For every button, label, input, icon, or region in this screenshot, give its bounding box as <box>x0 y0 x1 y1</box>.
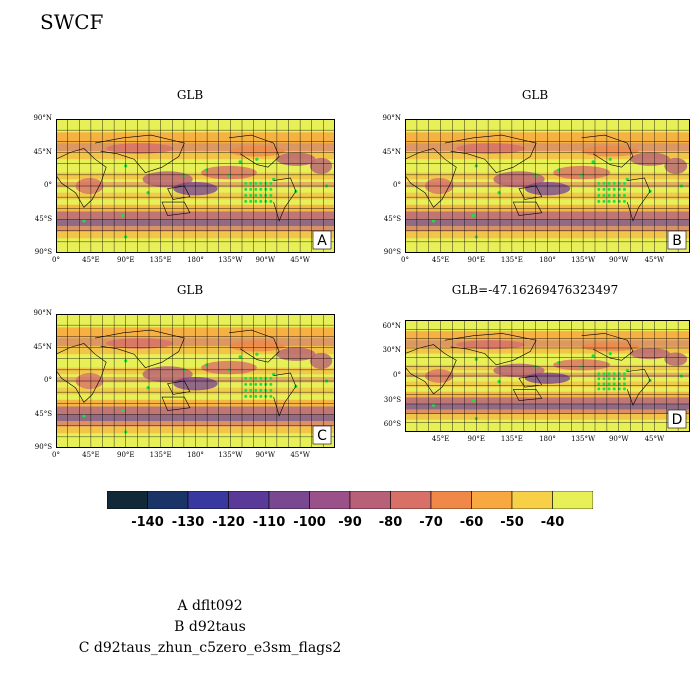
lat-tick-label: 0° <box>44 181 52 189</box>
map-canvas: A <box>56 119 335 253</box>
legend-line-c: C d92taus_zhun_c5zero_e3sm_flags2 <box>78 640 342 656</box>
lat-tick-label: 45°N <box>33 147 52 156</box>
map-canvas: D <box>405 320 690 432</box>
lat-tick-label: 30°S <box>383 395 401 404</box>
colorbar-tick-label: -70 <box>419 515 443 530</box>
lat-tick-label: 0° <box>393 371 401 379</box>
lon-tick-label: 45°E <box>82 256 100 264</box>
panel-title: GLB=-47.16269476323497 <box>451 283 619 297</box>
lon-tick-label: 45°E <box>431 435 450 443</box>
lat-tick-label: 45°N <box>382 147 401 156</box>
panel-title: GLB <box>176 88 204 102</box>
lat-tick-label: 90°N <box>382 114 401 122</box>
colorbar-swatch <box>147 491 189 509</box>
lon-tick-label: 135°E <box>149 451 172 459</box>
panel-letter: B <box>672 233 682 249</box>
lat-tick-label: 90°S <box>383 248 401 256</box>
colorbar-tick-label: -60 <box>459 515 484 530</box>
lon-tick-label: 135°W <box>571 435 596 443</box>
lat-tick-label: 90°N <box>33 114 52 122</box>
colorbar-swatch <box>268 491 310 509</box>
colorbar-swatch <box>309 491 351 509</box>
colorbar-swatch <box>471 491 513 509</box>
lat-tick-label: 30°N <box>382 346 401 355</box>
colorbar-swatch <box>511 491 553 509</box>
map-canvas: B <box>405 119 690 253</box>
colorbar-swatch <box>228 491 270 509</box>
lat-tick-label: 0° <box>44 376 52 384</box>
lon-tick-label: 180° <box>187 256 204 264</box>
lon-tick-label: 45°E <box>431 256 450 264</box>
colorbar-tick-label: -90 <box>338 515 362 530</box>
colorbar-tick-label: -120 <box>212 515 245 530</box>
lat-tick-label: 90°S <box>34 248 52 256</box>
lon-tick-label: 135°W <box>571 256 596 264</box>
map-panel-d: GLB=-47.16269476323497 D 60°N 30°N 0° 30°S 60… <box>375 283 695 473</box>
colorbar-swatch <box>107 491 148 509</box>
lon-tick-label: 0° <box>52 256 60 264</box>
colorbar-swatch <box>187 491 229 509</box>
lon-tick-label: 90°W <box>255 451 276 459</box>
lon-tick-label: 135°E <box>500 256 523 264</box>
lat-tick-label: 90°S <box>34 443 52 451</box>
lon-tick-label: 0° <box>401 256 409 264</box>
colorbar-tick-label: -140 <box>131 515 164 530</box>
lon-tick-label: 90°W <box>608 435 629 443</box>
panel-letter: A <box>317 233 327 249</box>
lat-tick-label: 60°N <box>382 321 401 330</box>
panel-letter: D <box>672 412 683 428</box>
lat-tick-label: 0° <box>393 181 401 189</box>
lon-tick-label: 45°W <box>290 256 310 264</box>
lon-tick-label: 135°W <box>218 451 243 459</box>
lon-tick-label: 90°E <box>116 256 135 264</box>
colorbar-tick-label: -80 <box>378 515 403 530</box>
map-panel-a: GLB A 90°N 45°N 0° 45°S 90°S 0° 45°E 90°E 135°E 18… <box>30 88 340 278</box>
lon-tick-label: 180° <box>539 256 556 264</box>
colorbar-swatch <box>390 491 432 509</box>
lat-tick-label: 45°N <box>33 342 52 351</box>
colorbar <box>107 491 593 509</box>
panel-letter: C <box>317 428 327 444</box>
lon-tick-label: 45°W <box>644 256 665 264</box>
lon-tick-label: 90°W <box>255 256 276 264</box>
lon-tick-label: 90°E <box>467 435 486 443</box>
colorbar-swatch <box>430 491 472 509</box>
lon-tick-label: 90°E <box>116 451 135 459</box>
colorbar-tick-label: -50 <box>500 515 524 530</box>
legend-line-a: A dflt092 <box>177 598 243 614</box>
lon-tick-label: 90°W <box>608 256 629 264</box>
lat-tick-label: 60°S <box>383 420 401 429</box>
panel-title: GLB <box>521 88 549 102</box>
map-canvas: C <box>56 314 335 448</box>
colorbar-tick-label: -130 <box>171 515 205 530</box>
colorbar-swatch <box>552 491 593 509</box>
lon-tick-label: 45°W <box>644 435 665 443</box>
lat-tick-label: 45°S <box>34 409 52 418</box>
lon-tick-label: 180° <box>539 435 556 443</box>
lon-tick-label: 45°W <box>290 451 310 459</box>
panel-title: GLB <box>176 283 204 297</box>
figure-title: SWCF <box>40 10 104 34</box>
colorbar-tick-label: -40 <box>540 515 565 530</box>
map-panel-c: GLB C 90°N 45°N 0° 45°S 90°S 0° 45°E 90°E 135°E 18… <box>30 283 340 473</box>
lon-tick-label: 135°E <box>149 256 172 264</box>
lon-tick-label: 180° <box>187 451 204 459</box>
lat-tick-label: 90°N <box>33 309 52 317</box>
colorbar-swatch <box>349 491 391 509</box>
lon-tick-label: 45°E <box>82 451 100 459</box>
colorbar-tick-label: -110 <box>252 515 286 530</box>
lon-tick-label: 135°E <box>500 435 523 443</box>
map-panel-b: GLB B 90°N 45°N 0° 45°S 90°S 0° 45°E 90°E 135°E 18… <box>375 88 695 278</box>
lat-tick-label: 45°S <box>34 214 52 223</box>
colorbar-tick-label: -100 <box>293 515 326 530</box>
lon-tick-label: 135°W <box>218 256 243 264</box>
lon-tick-label: 90°E <box>467 256 486 264</box>
legend-line-b: B d92taus <box>174 619 246 635</box>
lon-tick-label: 0° <box>52 451 60 459</box>
lat-tick-label: 45°S <box>383 214 401 223</box>
